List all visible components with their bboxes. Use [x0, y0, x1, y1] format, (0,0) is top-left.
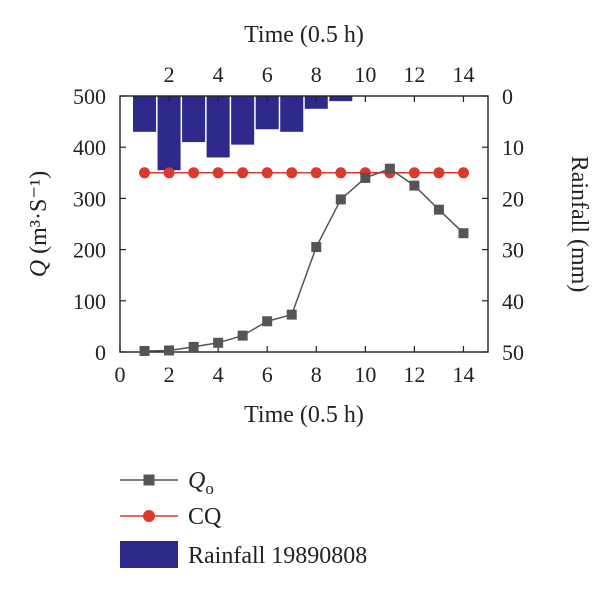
- x-axis-title-top: Time (0.5 h): [244, 22, 364, 48]
- qo-point: [384, 163, 395, 174]
- y-tick-label-right: 50: [502, 340, 524, 365]
- cq-point: [212, 167, 224, 179]
- plot-frame: [119, 95, 489, 353]
- qo-point: [164, 345, 175, 356]
- qo-point: [139, 345, 150, 356]
- rainfall-bar: [231, 96, 255, 145]
- qo-line: [144, 167, 464, 352]
- legend-rainfall-label: Rainfall 19890808: [188, 543, 367, 569]
- rainfall-bar: [329, 96, 353, 102]
- qo-point: [311, 242, 322, 253]
- rainfall-bar: [133, 96, 157, 132]
- x-tick-label-bottom: 4: [213, 362, 224, 387]
- y-tick-label-left: 500: [73, 84, 106, 109]
- rainfall-bar: [157, 96, 181, 171]
- y-tick-label-right: 30: [502, 238, 524, 263]
- series-lines: [139, 163, 469, 356]
- rainfall-bar: [255, 96, 279, 130]
- legend-rainfall-swatch: [120, 541, 178, 568]
- cq-point: [433, 167, 445, 179]
- qo-point: [286, 309, 297, 320]
- cq-point: [286, 167, 298, 179]
- cq-point: [261, 167, 273, 179]
- y-axis-title-left-symbol: Q: [26, 260, 52, 277]
- x-tick-label-top: 4: [213, 62, 224, 87]
- x-tick-label-bottom: 10: [354, 362, 376, 387]
- y-tick-label-right: 40: [502, 289, 524, 314]
- y-axis-title-right: Rainfall (mm): [566, 156, 592, 293]
- legend-qo-sub: o: [205, 479, 214, 498]
- cq-point: [408, 167, 420, 179]
- y-axis-title-left: Q (m³·S⁻¹): [26, 171, 52, 277]
- x-tick-label-bottom: 8: [311, 362, 322, 387]
- qo-point: [262, 316, 273, 327]
- cq-point: [335, 167, 347, 179]
- x-tick-label-bottom: 2: [164, 362, 175, 387]
- x-tick-label-bottom: 14: [452, 362, 474, 387]
- qo-point: [458, 228, 469, 239]
- legend-qo-marker: [143, 474, 155, 486]
- cq-point: [457, 167, 469, 179]
- x-tick-label-bottom: 0: [115, 362, 126, 387]
- x-tick-label-top: 6: [262, 62, 273, 87]
- legend-cq-label: CQ: [188, 504, 221, 530]
- x-tick-label-top: 12: [403, 62, 425, 87]
- rainfall-bars: [133, 96, 353, 171]
- qo-point: [335, 194, 346, 205]
- x-tick-label-top: 10: [354, 62, 376, 87]
- qo-point: [188, 341, 199, 352]
- qo-point: [237, 330, 248, 341]
- legend-qo-main: Q: [188, 468, 205, 494]
- x-axis-title-bottom: Time (0.5 h): [244, 402, 364, 428]
- y-tick-label-right: 10: [502, 135, 524, 160]
- legend: Qo CQ Rainfall 19890808: [120, 468, 367, 569]
- qo-point: [409, 180, 420, 191]
- cq-point: [139, 167, 151, 179]
- y-tick-label-left: 100: [73, 289, 106, 314]
- qo-point: [213, 337, 224, 348]
- y-tick-label-left: 400: [73, 135, 106, 160]
- y-tick-label-left: 300: [73, 186, 106, 211]
- y-tick-label-left: 200: [73, 238, 106, 263]
- x-tick-label-top: 2: [164, 62, 175, 87]
- y-axis-title-left-units: (m³·S⁻¹): [26, 171, 52, 254]
- x-tick-label-bottom: 12: [403, 362, 425, 387]
- qo-point: [433, 204, 444, 215]
- cq-point: [163, 167, 175, 179]
- qo-point: [360, 172, 371, 183]
- axis-ticks: 0 2 4 6 8 10 12 14 2 4 6 8 10 12 14 0 100 200 300 400 500 0 10…: [73, 62, 524, 387]
- cq-point: [188, 167, 200, 179]
- rainfall-bar: [304, 96, 328, 109]
- legend-qo-label: Qo: [188, 468, 214, 498]
- rainfall-bar: [182, 96, 206, 143]
- y-tick-label-left: 0: [95, 340, 106, 365]
- rainfall-bar: [206, 96, 230, 158]
- rainfall-bar: [280, 96, 304, 132]
- x-tick-label-top: 14: [452, 62, 474, 87]
- cq-point: [310, 167, 322, 179]
- legend-cq-marker: [143, 510, 155, 522]
- x-tick-label-top: 8: [311, 62, 322, 87]
- cq-point: [237, 167, 249, 179]
- y-tick-label-right: 20: [502, 186, 524, 211]
- x-tick-label-bottom: 6: [262, 362, 273, 387]
- y-tick-label-right: 0: [502, 84, 513, 109]
